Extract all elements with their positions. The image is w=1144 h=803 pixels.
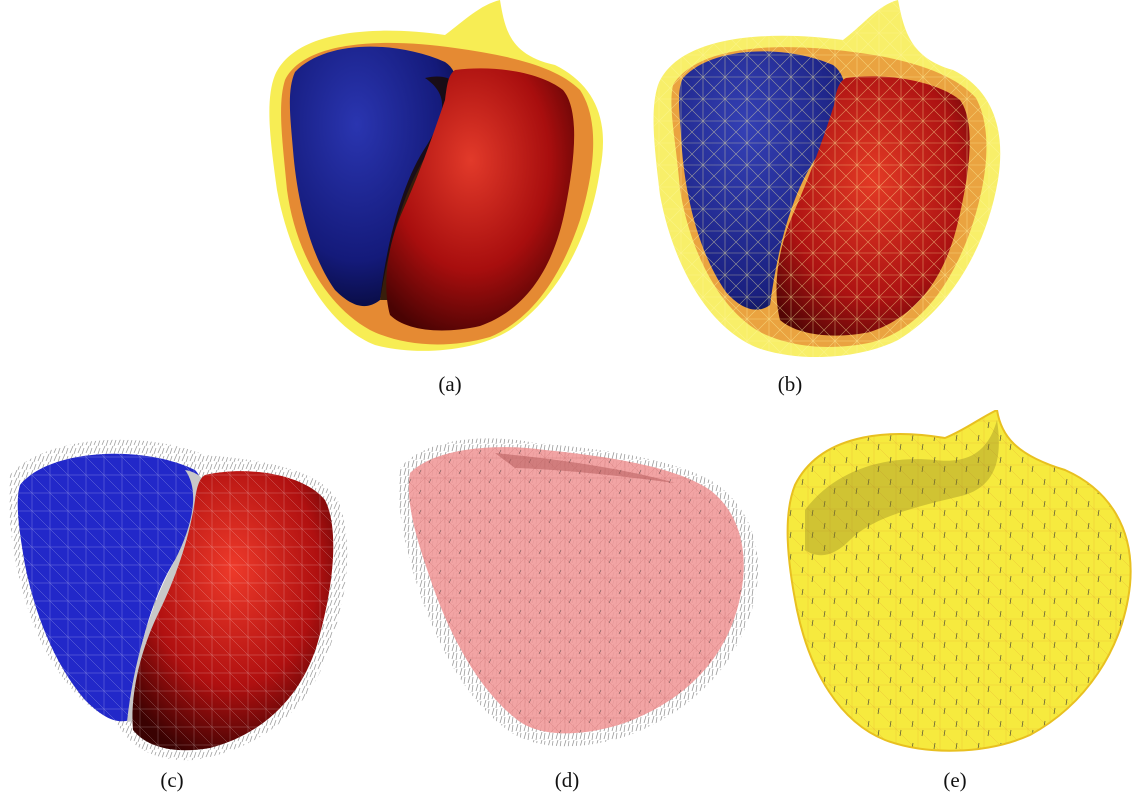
right-ventricle-mesh-overlay <box>17 453 203 722</box>
panel-a-svg <box>269 0 603 351</box>
left-ventricle-mesh-overlay <box>132 471 334 751</box>
caption-b: (b) <box>777 372 803 396</box>
panel-c-ventricles-normals <box>5 430 360 765</box>
panel-e-epicardium-normals <box>775 410 1143 755</box>
mesh-overlay <box>653 0 1001 358</box>
panel-b-svg <box>653 0 1001 358</box>
panel-e-svg <box>786 410 1132 752</box>
panel-b-heart-wireframe <box>648 0 1038 365</box>
panel-d-myocardium-normals <box>395 428 770 758</box>
epicardium-mesh-overlay <box>787 410 1131 751</box>
caption-c: (c) <box>160 768 184 792</box>
panel-c-svg <box>9 439 348 761</box>
outline-rim <box>786 410 1132 752</box>
caption-d: (d) <box>554 768 580 792</box>
septal-groove-normals <box>805 420 999 556</box>
panel-a-heart-render <box>255 0 645 360</box>
right-ventricle-surface <box>289 46 457 307</box>
caption-e: (e) <box>943 768 967 792</box>
pink-mesh-overlay <box>408 447 744 734</box>
caption-a: (a) <box>438 372 462 396</box>
panel-d-svg <box>398 438 759 747</box>
inner-fold-shade <box>495 453 675 483</box>
left-ventricle-surface <box>386 68 575 331</box>
